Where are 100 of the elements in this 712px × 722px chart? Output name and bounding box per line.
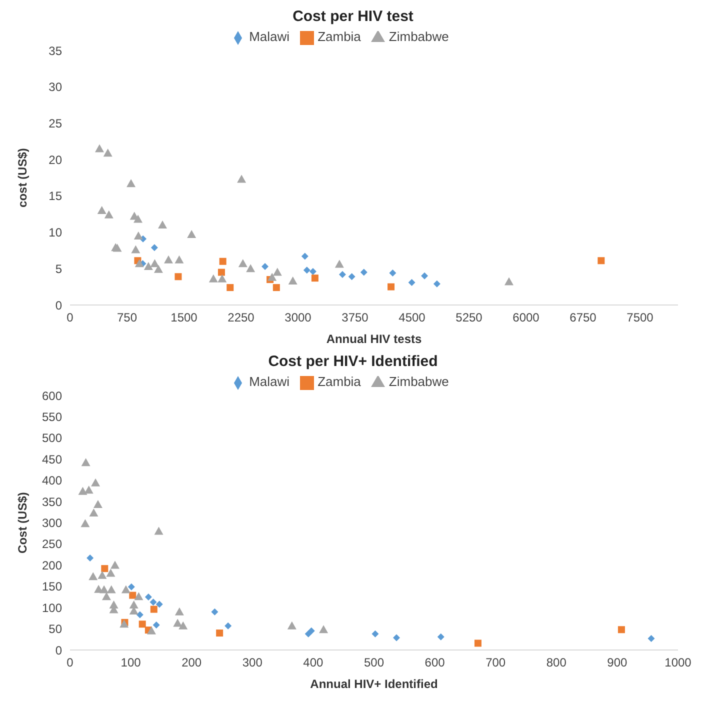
y-tick-label: 30 — [48, 80, 62, 94]
point — [134, 592, 144, 600]
legend-label: Malawi — [249, 374, 290, 389]
point — [100, 585, 109, 594]
point — [303, 266, 310, 274]
x-tick-label: 400 — [303, 656, 324, 670]
point — [178, 621, 188, 630]
point — [338, 270, 346, 278]
point — [152, 621, 160, 628]
point — [134, 231, 143, 240]
point — [93, 500, 102, 508]
point — [211, 608, 218, 616]
point — [154, 264, 163, 273]
legend-label: Zambia — [318, 29, 361, 44]
legend-label: Zambia — [318, 374, 361, 389]
point — [126, 179, 136, 188]
point — [138, 620, 146, 628]
point — [474, 640, 482, 647]
point — [218, 274, 227, 282]
point — [174, 255, 184, 264]
point — [129, 592, 136, 599]
legend-label: Malawi — [249, 29, 290, 44]
x-tick-label: 600 — [424, 656, 446, 670]
point — [598, 257, 605, 264]
y-tick-label: 5 — [55, 262, 62, 276]
point — [392, 634, 400, 642]
point — [311, 274, 318, 282]
y-tick-label: 500 — [42, 431, 62, 446]
point — [81, 458, 90, 466]
x-axis-title: Annual HIV tests — [326, 332, 422, 346]
point — [389, 270, 396, 277]
point — [150, 606, 158, 613]
point — [88, 572, 98, 580]
point — [154, 526, 164, 535]
point — [86, 554, 94, 562]
point — [309, 268, 316, 276]
point — [144, 593, 152, 600]
point — [272, 268, 282, 276]
point — [421, 272, 428, 280]
point — [187, 230, 196, 238]
point — [174, 273, 182, 280]
point — [174, 607, 184, 616]
y-tick-label: 450 — [42, 452, 62, 466]
y-tick-label: 15 — [48, 189, 62, 204]
y-tick-label: 150 — [42, 580, 62, 594]
point — [437, 633, 444, 640]
y-tick-label: 400 — [42, 474, 62, 488]
point — [104, 210, 114, 218]
x-tick-label: 2250 — [228, 310, 255, 325]
point — [301, 252, 308, 260]
point — [372, 630, 379, 638]
point — [146, 626, 156, 634]
y-tick-label: 35 — [48, 44, 62, 58]
point — [150, 598, 157, 606]
x-tick-label: 300 — [242, 656, 263, 670]
x-tick-label: 7500 — [626, 310, 654, 325]
x-tick-label: 0 — [66, 656, 74, 670]
x-tick-label: 700 — [486, 656, 506, 670]
point — [208, 274, 218, 282]
x-tick-label: 200 — [182, 656, 202, 670]
point — [287, 621, 296, 630]
point — [80, 519, 90, 528]
point — [134, 259, 144, 268]
point — [226, 284, 234, 292]
point — [360, 268, 368, 276]
legend-label: Zimbabwe — [388, 374, 449, 389]
point — [388, 283, 395, 290]
y-axis-title: Cost (US$) — [15, 492, 30, 554]
point — [128, 583, 135, 590]
point — [319, 625, 328, 634]
x-tick-label: 4500 — [398, 310, 426, 325]
point — [101, 565, 108, 572]
point — [98, 570, 107, 579]
x-tick-label: 900 — [607, 656, 628, 670]
y-tick-label: 100 — [42, 600, 62, 615]
legend-label: Zimbabwe — [388, 29, 449, 44]
point — [103, 148, 112, 157]
x-tick-label: 6000 — [512, 310, 540, 325]
y-tick-label: 10 — [48, 226, 62, 240]
x-tick-label: 6750 — [570, 310, 597, 325]
point — [246, 264, 256, 272]
point — [288, 276, 298, 285]
point — [144, 262, 153, 270]
point — [150, 244, 158, 252]
point — [150, 259, 160, 268]
point — [106, 585, 116, 594]
point — [618, 626, 625, 634]
point — [272, 284, 280, 292]
point — [97, 206, 106, 214]
point — [91, 478, 100, 486]
x-tick-label: 800 — [546, 656, 567, 670]
point — [102, 592, 111, 600]
y-tick-label: 600 — [42, 388, 62, 403]
point — [134, 214, 143, 223]
y-tick-label: 300 — [42, 516, 62, 530]
point — [94, 144, 104, 152]
x-tick-label: 0 — [66, 310, 74, 325]
y-tick-label: 0 — [55, 298, 62, 312]
point — [224, 622, 232, 630]
point — [238, 259, 248, 268]
